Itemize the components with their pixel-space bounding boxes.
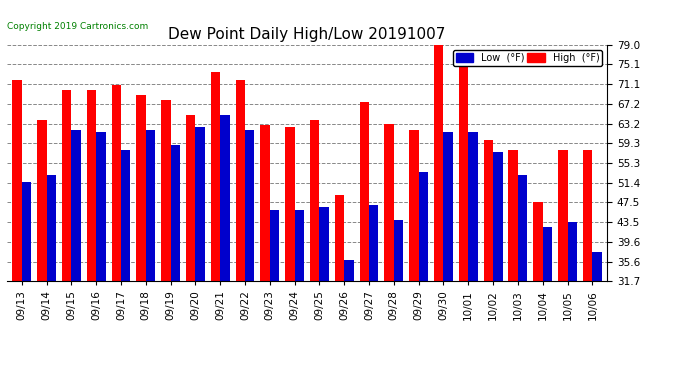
Bar <box>235 80 245 281</box>
Bar <box>161 100 170 281</box>
Bar <box>518 175 527 281</box>
Bar <box>137 95 146 281</box>
Bar <box>459 65 469 281</box>
Bar <box>509 150 518 281</box>
Bar <box>71 130 81 281</box>
Bar <box>96 132 106 281</box>
Bar <box>12 80 22 281</box>
Bar <box>484 140 493 281</box>
Bar <box>310 120 319 281</box>
Bar <box>319 207 329 281</box>
Bar <box>186 115 195 281</box>
Bar <box>469 132 477 281</box>
Bar <box>369 205 379 281</box>
Bar <box>359 102 369 281</box>
Bar <box>47 175 56 281</box>
Bar <box>533 202 543 281</box>
Bar <box>195 128 205 281</box>
Bar <box>409 130 419 281</box>
Bar <box>270 210 279 281</box>
Bar <box>146 130 155 281</box>
Bar <box>543 227 552 281</box>
Title: Dew Point Daily High/Low 20191007: Dew Point Daily High/Low 20191007 <box>168 27 446 42</box>
Bar <box>567 222 577 281</box>
Bar <box>394 220 403 281</box>
Bar <box>444 132 453 281</box>
Bar <box>121 150 130 281</box>
Bar <box>87 90 96 281</box>
Bar <box>112 85 121 281</box>
Bar <box>384 124 394 281</box>
Bar <box>583 150 592 281</box>
Bar <box>62 90 71 281</box>
Bar <box>245 130 255 281</box>
Bar <box>220 115 230 281</box>
Bar <box>22 182 31 281</box>
Bar <box>419 172 428 281</box>
Bar <box>260 125 270 281</box>
Bar <box>434 40 444 281</box>
Text: Copyright 2019 Cartronics.com: Copyright 2019 Cartronics.com <box>7 22 148 31</box>
Bar <box>170 145 180 281</box>
Bar <box>285 128 295 281</box>
Bar <box>592 252 602 281</box>
Legend: Low  (°F), High  (°F): Low (°F), High (°F) <box>453 50 602 66</box>
Bar <box>344 260 354 281</box>
Bar <box>37 120 47 281</box>
Bar <box>558 150 567 281</box>
Bar <box>211 72 220 281</box>
Bar <box>493 152 502 281</box>
Bar <box>295 210 304 281</box>
Bar <box>335 195 344 281</box>
